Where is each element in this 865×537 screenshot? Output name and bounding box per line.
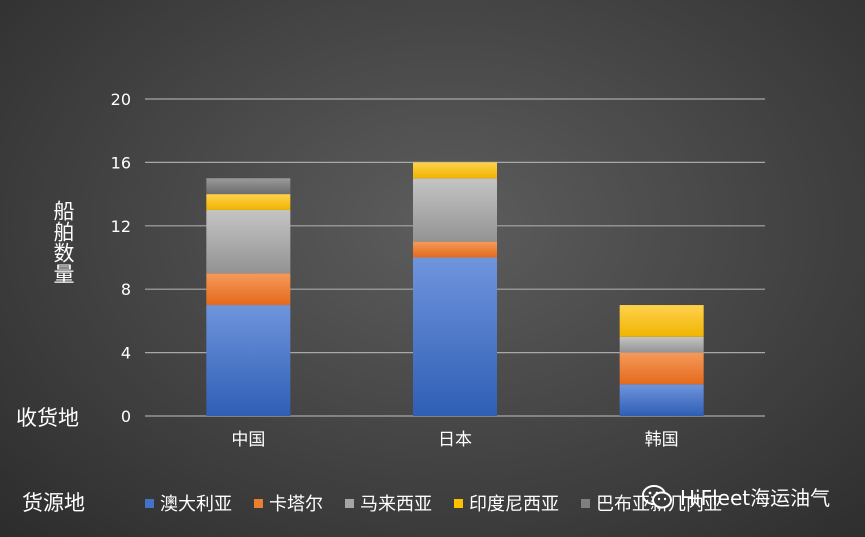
legend-swatch [454, 498, 463, 508]
legend-swatch [254, 498, 263, 508]
x-axis-title: 收货地 [16, 406, 79, 430]
x-tick-label: 日本 [438, 430, 472, 450]
y-tick-label: 16 [111, 153, 131, 172]
bar-segment [206, 273, 291, 306]
watermark: HiFleet海运油气 [642, 482, 830, 511]
x-tick-label: 中国 [231, 430, 265, 450]
bar-segment [206, 178, 291, 195]
wechat-icon [642, 484, 672, 510]
bar-segment [413, 178, 497, 242]
y-tick-label: 8 [121, 280, 131, 299]
bar-segment [413, 162, 497, 179]
legend-item: 澳大利亚 [145, 490, 232, 516]
y-tick-label: 0 [121, 407, 131, 426]
legend-swatch [345, 498, 354, 508]
bar-segment [619, 336, 704, 353]
bar-segment [619, 305, 704, 337]
bar-segment [206, 194, 291, 210]
legend-label: 印度尼西亚 [469, 494, 559, 515]
legend-label: 澳大利亚 [160, 494, 232, 515]
legend-label: 马来西亚 [360, 494, 432, 515]
bar-segment [206, 305, 291, 416]
y-tick-label: 12 [111, 217, 131, 236]
y-axis-title: 船舶数量 [51, 200, 75, 284]
watermark-text: HiFleet海运油气 [680, 486, 831, 510]
legend-label: 卡塔尔 [269, 494, 323, 515]
y-tick-label: 4 [121, 344, 131, 363]
bar-segment [206, 209, 291, 274]
legend-item: 马来西亚 [345, 490, 432, 516]
legend-title: 货源地 [22, 491, 85, 515]
x-tick-label: 韩国 [645, 430, 679, 450]
y-tick-label: 20 [111, 90, 131, 109]
bar-segment [413, 257, 497, 416]
axis-labels: 0 4 8 12 16 20 中国 日本 韩国 [111, 90, 679, 450]
bar-segment [619, 352, 704, 385]
legend-swatch [145, 498, 154, 508]
bar-segment [619, 384, 704, 416]
legend-item: 印度尼西亚 [454, 490, 559, 516]
bar-segment [413, 241, 497, 258]
legend-item: 卡塔尔 [254, 490, 323, 516]
bars [206, 162, 704, 416]
legend-swatch [581, 498, 590, 508]
